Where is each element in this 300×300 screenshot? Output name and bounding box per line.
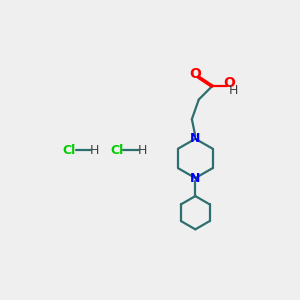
Text: O: O	[223, 76, 235, 90]
Text: N: N	[190, 172, 200, 184]
Text: Cl: Cl	[63, 144, 76, 157]
Text: H: H	[137, 144, 147, 157]
Text: O: O	[189, 67, 201, 81]
Text: H: H	[90, 144, 100, 157]
Text: H: H	[229, 84, 239, 97]
Text: Cl: Cl	[110, 144, 123, 157]
Text: N: N	[190, 132, 200, 145]
